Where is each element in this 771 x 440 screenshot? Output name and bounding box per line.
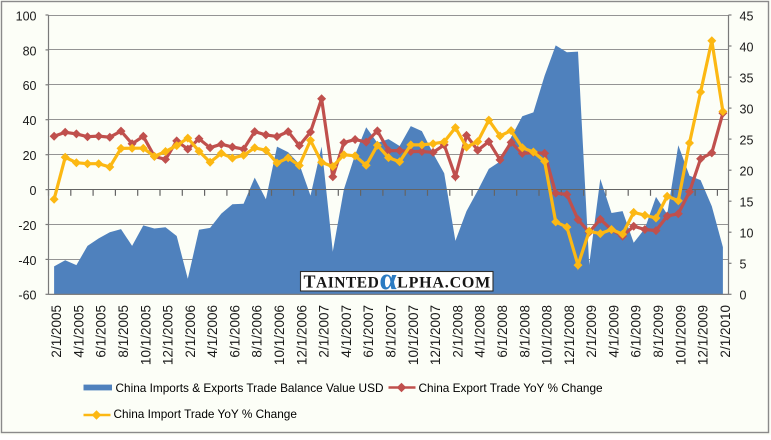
svg-text:40: 40 (23, 114, 37, 128)
svg-text:12/1/2005: 12/1/2005 (161, 305, 176, 365)
svg-text:12/1/2007: 12/1/2007 (428, 305, 443, 365)
svg-text:4/1/2009: 4/1/2009 (607, 305, 622, 358)
svg-text:35: 35 (740, 72, 754, 86)
svg-text:6/1/2006: 6/1/2006 (227, 305, 242, 358)
svg-text:TAINTEDαLPHA.COM: TAINTEDαLPHA.COM (304, 261, 492, 296)
svg-text:80: 80 (23, 44, 37, 58)
svg-text:10/1/2009: 10/1/2009 (673, 305, 688, 365)
svg-text:8/1/2006: 8/1/2006 (250, 305, 265, 358)
svg-text:2/1/2007: 2/1/2007 (317, 305, 332, 358)
svg-text:12/1/2008: 12/1/2008 (562, 305, 577, 365)
svg-text:4/1/2008: 4/1/2008 (473, 305, 488, 358)
svg-text:-20: -20 (18, 219, 36, 233)
svg-text:6/1/2005: 6/1/2005 (94, 305, 109, 358)
svg-text:China Imports & Exports Trade: China Imports & Exports Trade Balance Va… (116, 381, 384, 395)
svg-text:40: 40 (740, 40, 754, 54)
svg-text:12/1/2006: 12/1/2006 (294, 305, 309, 365)
svg-text:60: 60 (23, 79, 37, 93)
svg-text:2/1/2005: 2/1/2005 (49, 305, 64, 358)
svg-text:4/1/2005: 4/1/2005 (71, 305, 86, 358)
svg-text:2/1/2010: 2/1/2010 (718, 305, 733, 358)
svg-text:6/1/2009: 6/1/2009 (629, 305, 644, 358)
svg-text:30: 30 (740, 103, 754, 117)
svg-text:4/1/2007: 4/1/2007 (339, 305, 354, 358)
svg-text:2/1/2008: 2/1/2008 (450, 305, 465, 358)
svg-text:6/1/2007: 6/1/2007 (361, 305, 376, 358)
svg-text:15: 15 (740, 196, 754, 210)
svg-text:8/1/2009: 8/1/2009 (651, 305, 666, 358)
svg-text:6/1/2008: 6/1/2008 (495, 305, 510, 358)
svg-text:8/1/2005: 8/1/2005 (116, 305, 131, 358)
svg-text:8/1/2007: 8/1/2007 (384, 305, 399, 358)
svg-text:-40: -40 (18, 254, 36, 268)
svg-text:5: 5 (740, 258, 747, 272)
svg-text:China Import Trade YoY % Chang: China Import Trade YoY % Change (114, 407, 298, 421)
svg-text:0: 0 (30, 184, 37, 198)
svg-text:10/1/2006: 10/1/2006 (272, 305, 287, 365)
svg-text:12/1/2009: 12/1/2009 (696, 305, 711, 365)
svg-text:10/1/2008: 10/1/2008 (540, 305, 555, 365)
svg-text:100: 100 (16, 9, 37, 23)
svg-text:20: 20 (740, 165, 754, 179)
svg-text:8/1/2008: 8/1/2008 (517, 305, 532, 358)
svg-text:China Export Trade YoY % Chang: China Export Trade YoY % Change (419, 381, 604, 395)
svg-text:10/1/2007: 10/1/2007 (406, 305, 421, 365)
svg-text:10: 10 (740, 227, 754, 241)
svg-text:25: 25 (740, 134, 754, 148)
svg-text:20: 20 (23, 149, 37, 163)
svg-text:10/1/2005: 10/1/2005 (138, 305, 153, 365)
svg-text:0: 0 (740, 289, 747, 303)
svg-text:2/1/2009: 2/1/2009 (584, 305, 599, 358)
svg-text:2/1/2006: 2/1/2006 (183, 305, 198, 358)
svg-text:-60: -60 (18, 289, 36, 303)
svg-text:4/1/2006: 4/1/2006 (205, 305, 220, 358)
svg-text:45: 45 (740, 9, 754, 23)
